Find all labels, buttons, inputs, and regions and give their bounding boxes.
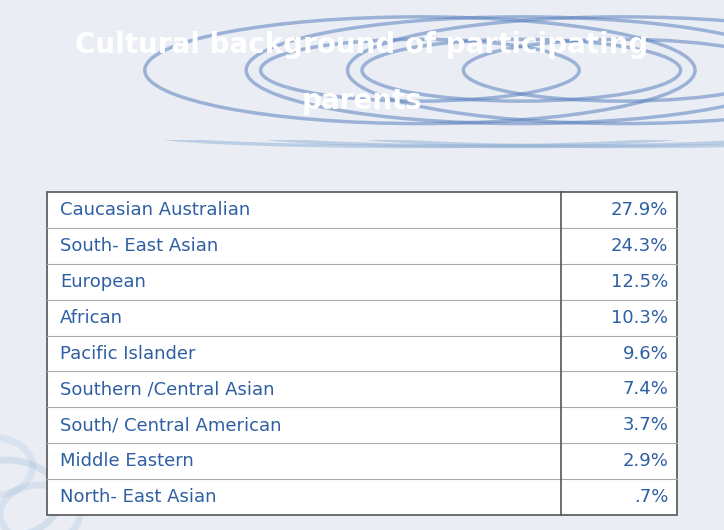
Text: Cultural background of participating: Cultural background of participating — [75, 31, 649, 59]
Text: 2.9%: 2.9% — [623, 452, 668, 470]
Text: African: African — [60, 308, 123, 326]
Text: European: European — [60, 272, 146, 290]
Text: 10.3%: 10.3% — [611, 308, 668, 326]
Text: 7.4%: 7.4% — [623, 381, 668, 399]
Bar — [47, 192, 677, 515]
Text: 27.9%: 27.9% — [611, 201, 668, 219]
Text: 3.7%: 3.7% — [623, 417, 668, 435]
Text: Pacific Islander: Pacific Islander — [60, 344, 195, 363]
Text: parents: parents — [302, 87, 422, 115]
Text: Middle Eastern: Middle Eastern — [60, 452, 194, 470]
Text: 12.5%: 12.5% — [611, 272, 668, 290]
Text: South/ Central American: South/ Central American — [60, 417, 282, 435]
Text: Southern /Central Asian: Southern /Central Asian — [60, 381, 274, 399]
Text: Caucasian Australian: Caucasian Australian — [60, 201, 251, 219]
Text: .7%: .7% — [634, 488, 668, 506]
Text: 24.3%: 24.3% — [611, 237, 668, 255]
Text: North- East Asian: North- East Asian — [60, 488, 216, 506]
Text: 9.6%: 9.6% — [623, 344, 668, 363]
Text: South- East Asian: South- East Asian — [60, 237, 219, 255]
